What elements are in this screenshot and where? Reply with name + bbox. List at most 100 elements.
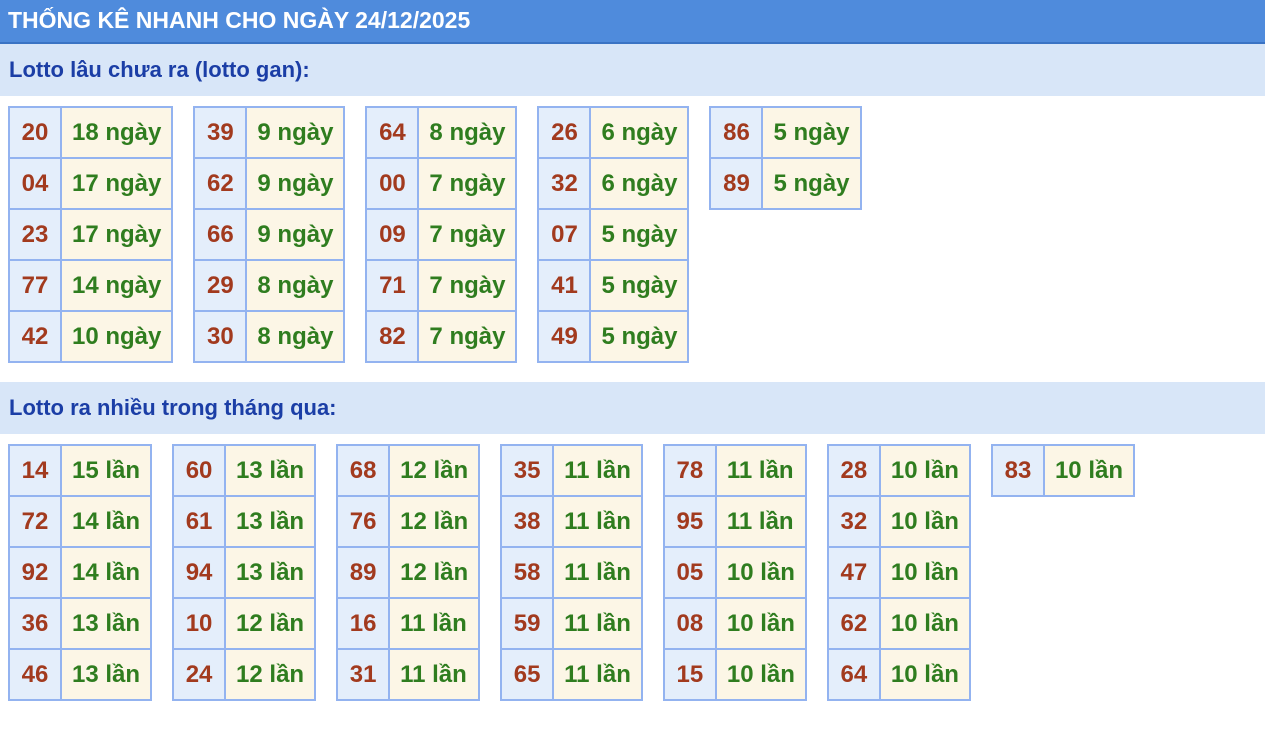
table-row: 62 9 ngày — [193, 157, 346, 210]
number-cell: 15 — [662, 648, 717, 701]
count-cell: 9 ngày — [245, 106, 346, 159]
table-row: 32 10 lần — [826, 495, 971, 548]
stats-table: 35 11 lần 38 11 lần 58 11 lần 59 11 lần 65 11 lần — [500, 444, 643, 701]
table-row: 23 17 ngày — [8, 208, 174, 261]
table-row: 32 6 ngày — [537, 157, 690, 210]
number-cell: 83 — [990, 444, 1045, 497]
number-cell: 14 — [8, 444, 62, 497]
stats-table: 68 12 lần 76 12 lần 89 12 lần 16 11 lần 31 11 lần — [336, 444, 481, 701]
count-cell: 11 lần — [552, 546, 643, 599]
number-cell: 68 — [336, 444, 391, 497]
table-row: 09 7 ngày — [365, 208, 518, 261]
count-cell: 12 lần — [388, 495, 481, 548]
page-title: THỐNG KÊ NHANH CHO NGÀY 24/12/2025 — [0, 0, 1265, 44]
count-cell: 17 ngày — [59, 157, 174, 210]
count-cell: 10 lần — [878, 597, 971, 650]
stats-table: 86 5 ngày 89 5 ngày — [709, 106, 862, 210]
count-cell: 11 lần — [552, 597, 643, 650]
count-cell: 14 lần — [59, 546, 153, 599]
count-cell: 7 ngày — [417, 259, 518, 312]
count-cell: 10 lần — [878, 495, 971, 548]
table-row: 49 5 ngày — [537, 310, 690, 363]
count-cell: 11 lần — [388, 597, 481, 650]
number-cell: 10 — [172, 597, 227, 650]
count-cell: 12 lần — [388, 444, 481, 497]
number-cell: 31 — [336, 648, 391, 701]
count-cell: 11 lần — [714, 444, 807, 497]
count-cell: 15 lần — [59, 444, 153, 497]
count-cell: 13 lần — [224, 495, 317, 548]
table-row: 39 9 ngày — [193, 106, 346, 159]
table-row: 60 13 lần — [172, 444, 317, 497]
section-title-lotto-nhieu: Lotto ra nhiều trong tháng qua: — [0, 382, 1265, 434]
number-cell: 08 — [662, 597, 717, 650]
table-row: 86 5 ngày — [709, 106, 862, 159]
number-cell: 64 — [826, 648, 881, 701]
stats-table: 83 10 lần — [990, 444, 1136, 497]
table-row: 31 11 lần — [336, 648, 481, 701]
count-cell: 10 ngày — [59, 310, 174, 363]
number-cell: 41 — [537, 259, 592, 312]
number-cell: 38 — [500, 495, 555, 548]
number-cell: 07 — [537, 208, 592, 261]
table-row: 92 14 lần — [8, 546, 153, 599]
table-row: 76 12 lần — [336, 495, 481, 548]
count-cell: 5 ngày — [761, 157, 862, 210]
number-cell: 36 — [8, 597, 62, 650]
stats-table: 64 8 ngày 00 7 ngày 09 7 ngày 71 7 ngày 82 7 ngày — [365, 106, 518, 363]
number-cell: 94 — [172, 546, 227, 599]
count-cell: 11 lần — [552, 495, 643, 548]
count-cell: 13 lần — [224, 444, 317, 497]
count-cell: 6 ngày — [589, 106, 690, 159]
count-cell: 12 lần — [224, 648, 317, 701]
stats-table: 78 11 lần 95 11 lần 05 10 lần 08 10 lần 15 10 lần — [662, 444, 807, 701]
count-cell: 10 lần — [878, 444, 971, 497]
count-cell: 5 ngày — [761, 106, 862, 159]
table-row: 08 10 lần — [662, 597, 807, 650]
count-cell: 8 ngày — [417, 106, 518, 159]
table-row: 78 11 lần — [662, 444, 807, 497]
count-cell: 13 lần — [59, 597, 153, 650]
section-title-lotto-gan: Lotto lâu chưa ra (lotto gan): — [0, 44, 1265, 96]
number-cell: 86 — [709, 106, 764, 159]
stats-table: 14 15 lần 72 14 lần 92 14 lần 36 13 lần 46 13 lần — [8, 444, 153, 701]
lotto-gan-tables: 20 18 ngày 04 17 ngày 23 17 ngày 77 14 ngày 42 10… — [0, 96, 1265, 382]
count-cell: 7 ngày — [417, 208, 518, 261]
number-cell: 47 — [826, 546, 881, 599]
count-cell: 10 lần — [714, 597, 807, 650]
number-cell: 28 — [826, 444, 881, 497]
table-row: 77 14 ngày — [8, 259, 174, 312]
number-cell: 35 — [500, 444, 555, 497]
number-cell: 76 — [336, 495, 391, 548]
table-row: 41 5 ngày — [537, 259, 690, 312]
number-cell: 61 — [172, 495, 227, 548]
lotto-nhieu-tables: 14 15 lần 72 14 lần 92 14 lần 36 13 lần 46 13 lần… — [0, 434, 1265, 711]
number-cell: 32 — [537, 157, 592, 210]
number-cell: 23 — [8, 208, 62, 261]
table-row: 58 11 lần — [500, 546, 643, 599]
number-cell: 39 — [193, 106, 248, 159]
number-cell: 49 — [537, 310, 592, 363]
table-row: 42 10 ngày — [8, 310, 174, 363]
table-row: 66 9 ngày — [193, 208, 346, 261]
count-cell: 6 ngày — [589, 157, 690, 210]
table-row: 28 10 lần — [826, 444, 971, 497]
count-cell: 14 ngày — [59, 259, 174, 312]
number-cell: 46 — [8, 648, 62, 701]
table-row: 47 10 lần — [826, 546, 971, 599]
table-row: 62 10 lần — [826, 597, 971, 650]
table-row: 64 8 ngày — [365, 106, 518, 159]
number-cell: 71 — [365, 259, 420, 312]
table-row: 89 12 lần — [336, 546, 481, 599]
table-row: 95 11 lần — [662, 495, 807, 548]
count-cell: 11 lần — [714, 495, 807, 548]
table-row: 26 6 ngày — [537, 106, 690, 159]
number-cell: 64 — [365, 106, 420, 159]
table-row: 07 5 ngày — [537, 208, 690, 261]
count-cell: 10 lần — [714, 546, 807, 599]
count-cell: 13 lần — [59, 648, 153, 701]
number-cell: 30 — [193, 310, 248, 363]
table-row: 00 7 ngày — [365, 157, 518, 210]
table-row: 59 11 lần — [500, 597, 643, 650]
table-row: 05 10 lần — [662, 546, 807, 599]
